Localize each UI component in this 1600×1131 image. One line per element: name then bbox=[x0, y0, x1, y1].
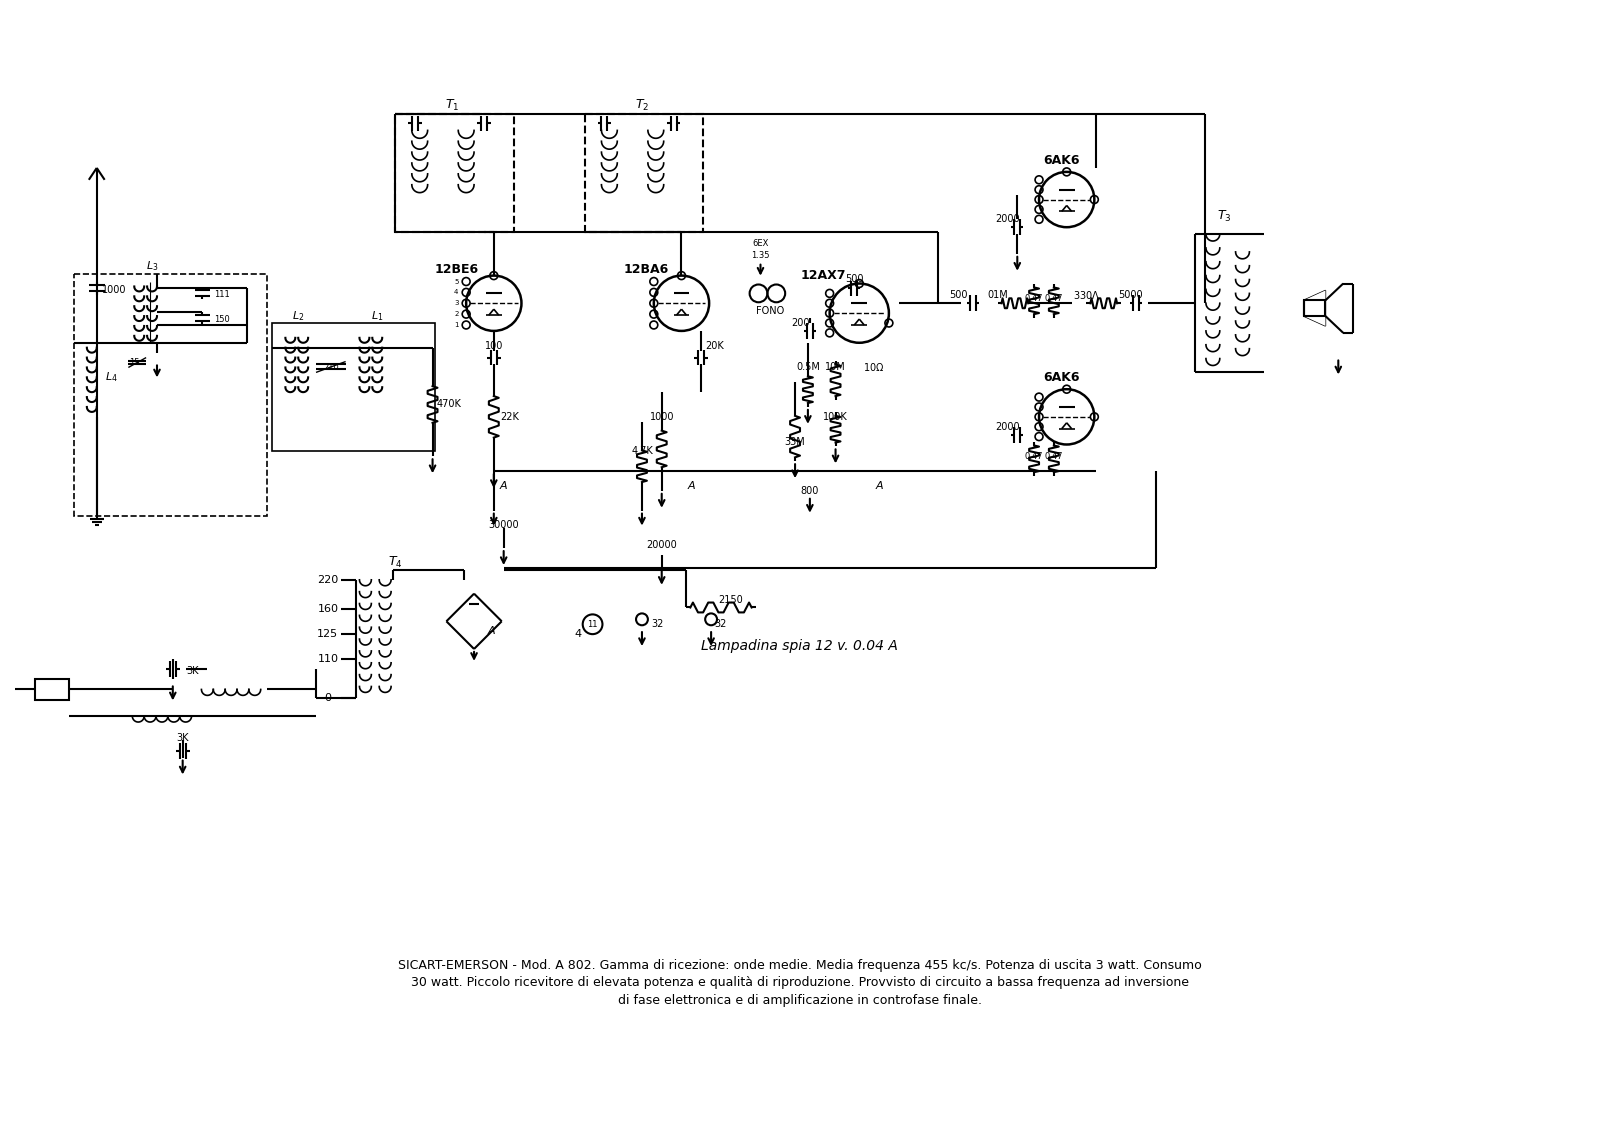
Text: 22K: 22K bbox=[501, 412, 518, 422]
Text: $T_1$: $T_1$ bbox=[445, 98, 459, 113]
Text: 0.5M: 0.5M bbox=[795, 362, 819, 372]
Text: 220: 220 bbox=[317, 575, 339, 585]
Text: A: A bbox=[488, 627, 496, 636]
Bar bbox=[74, 274, 267, 516]
Text: 0.47: 0.47 bbox=[1045, 294, 1062, 303]
Text: $L_1$: $L_1$ bbox=[371, 309, 384, 323]
Text: 125: 125 bbox=[317, 629, 339, 639]
Text: $T_4$: $T_4$ bbox=[387, 554, 402, 570]
Text: Lampadina spia 12 v. 0.04 A: Lampadina spia 12 v. 0.04 A bbox=[701, 639, 898, 653]
Text: 11: 11 bbox=[587, 620, 598, 629]
Text: 2000: 2000 bbox=[995, 422, 1019, 432]
Text: A: A bbox=[875, 481, 883, 491]
Text: 111: 111 bbox=[214, 290, 230, 299]
Text: $T_3$: $T_3$ bbox=[1218, 209, 1232, 224]
Bar bbox=[1304, 301, 1325, 316]
Text: 330$\Lambda$: 330$\Lambda$ bbox=[1074, 290, 1101, 301]
Text: 1.35: 1.35 bbox=[752, 251, 770, 260]
Text: $T_2$: $T_2$ bbox=[635, 98, 650, 113]
Text: 4: 4 bbox=[574, 629, 581, 639]
Text: 0.47: 0.47 bbox=[1026, 452, 1043, 460]
Text: 4: 4 bbox=[454, 290, 459, 295]
Text: 32: 32 bbox=[715, 620, 726, 629]
Text: 30000: 30000 bbox=[488, 520, 518, 530]
Text: 470K: 470K bbox=[437, 399, 462, 409]
Text: 500: 500 bbox=[845, 274, 864, 284]
Text: 2000: 2000 bbox=[995, 214, 1019, 224]
Text: 100K: 100K bbox=[822, 412, 848, 422]
Text: 1000: 1000 bbox=[650, 412, 674, 422]
Text: 2150: 2150 bbox=[718, 595, 744, 605]
Text: 15: 15 bbox=[130, 359, 139, 368]
Text: 210: 210 bbox=[323, 363, 339, 372]
Text: 10$\Omega$: 10$\Omega$ bbox=[864, 362, 885, 373]
Text: 5000: 5000 bbox=[1118, 291, 1142, 301]
Text: A: A bbox=[688, 481, 694, 491]
Text: 110: 110 bbox=[317, 654, 338, 664]
Bar bbox=[272, 323, 435, 451]
Text: 6AK6: 6AK6 bbox=[1043, 154, 1080, 166]
Text: 100: 100 bbox=[485, 340, 502, 351]
Text: 500: 500 bbox=[949, 291, 968, 301]
Text: 150: 150 bbox=[214, 314, 230, 323]
Text: 12BE6: 12BE6 bbox=[434, 264, 478, 276]
Text: FONO: FONO bbox=[757, 307, 784, 317]
Text: $L_4$: $L_4$ bbox=[106, 371, 118, 385]
Bar bbox=[584, 113, 704, 232]
Text: di fase elettronica e di amplificazione in controfase finale.: di fase elettronica e di amplificazione … bbox=[618, 994, 982, 1007]
Text: 32: 32 bbox=[651, 620, 664, 629]
Text: 6EX: 6EX bbox=[752, 240, 768, 249]
Text: 3K: 3K bbox=[186, 666, 198, 675]
Text: 0.47: 0.47 bbox=[1045, 452, 1062, 460]
Text: 800: 800 bbox=[800, 486, 819, 495]
Text: 1: 1 bbox=[454, 322, 459, 328]
Text: 4.7K: 4.7K bbox=[630, 447, 653, 457]
Text: 20K: 20K bbox=[706, 340, 725, 351]
Bar bbox=[395, 113, 514, 232]
Bar bbox=[35, 679, 69, 700]
Text: 10M: 10M bbox=[826, 362, 846, 372]
Text: $L_3$: $L_3$ bbox=[146, 259, 158, 273]
Text: 200: 200 bbox=[790, 318, 810, 328]
Text: $L_2$: $L_2$ bbox=[293, 309, 304, 323]
Text: 20000: 20000 bbox=[646, 541, 677, 551]
Text: 33M: 33M bbox=[784, 437, 805, 447]
Text: 0: 0 bbox=[325, 693, 331, 703]
Text: 6AK6: 6AK6 bbox=[1043, 371, 1080, 383]
Text: 3K: 3K bbox=[176, 733, 189, 743]
Text: 3: 3 bbox=[454, 300, 459, 307]
Text: 12BA6: 12BA6 bbox=[624, 264, 669, 276]
Text: 12AX7: 12AX7 bbox=[802, 269, 846, 282]
Text: 01M: 01M bbox=[987, 291, 1008, 301]
Polygon shape bbox=[1304, 291, 1325, 326]
Text: 160: 160 bbox=[317, 604, 338, 614]
Text: 30 watt. Piccolo ricevitore di elevata potenza e qualità di riproduzione. Provvi: 30 watt. Piccolo ricevitore di elevata p… bbox=[411, 976, 1189, 990]
Text: 5: 5 bbox=[454, 278, 459, 285]
Text: 0.47: 0.47 bbox=[1026, 294, 1043, 303]
Text: A: A bbox=[499, 481, 507, 491]
Text: SICART-EMERSON - Mod. A 802. Gamma di ricezione: onde medie. Media frequenza 455: SICART-EMERSON - Mod. A 802. Gamma di ri… bbox=[398, 959, 1202, 972]
Text: 2: 2 bbox=[454, 311, 459, 317]
Text: 1000: 1000 bbox=[102, 285, 126, 295]
Polygon shape bbox=[1304, 291, 1325, 326]
